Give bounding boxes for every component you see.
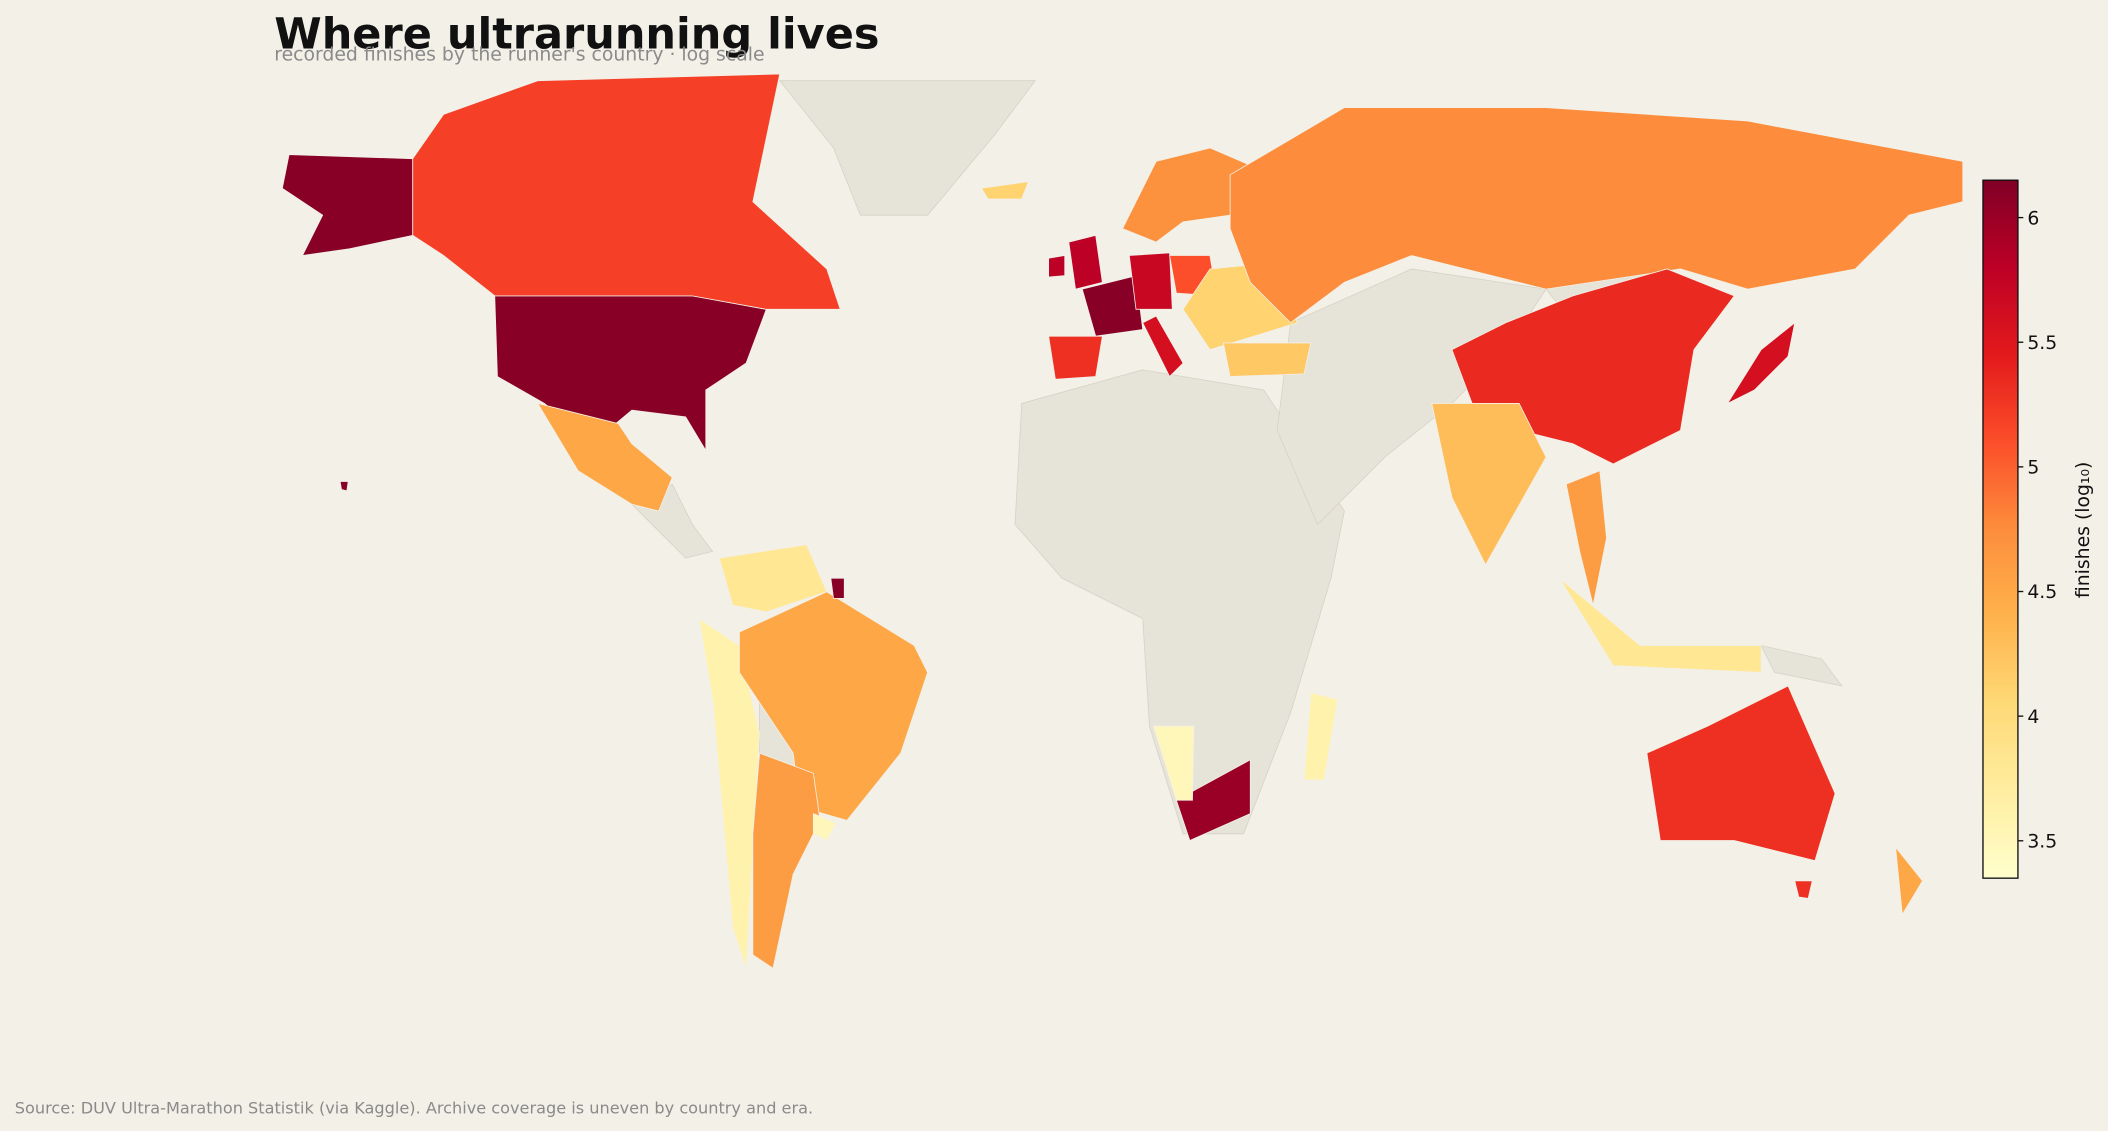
country bbox=[1229, 107, 1964, 324]
country bbox=[1048, 234, 1103, 290]
colorbar-tick-label: 5 bbox=[2027, 458, 2039, 479]
no-data-region bbox=[1014, 369, 1345, 835]
colorbar-tick-label: 4.5 bbox=[2027, 582, 2057, 603]
no-data-region bbox=[778, 80, 1036, 216]
country bbox=[1081, 275, 1144, 337]
colorbar-tick-label: 4 bbox=[2027, 707, 2039, 728]
country bbox=[536, 402, 673, 512]
map-layer bbox=[281, 73, 1964, 969]
country bbox=[1895, 845, 1923, 916]
colorbar: 3.5 4 4.5 5 5.5 6 bbox=[1982, 179, 2057, 879]
country bbox=[1646, 685, 1836, 899]
country bbox=[1142, 315, 1184, 378]
country bbox=[1048, 335, 1103, 380]
country bbox=[1152, 725, 1195, 801]
colorbar-tick-label: 6 bbox=[2027, 208, 2039, 229]
country bbox=[830, 577, 845, 599]
colorbar-tick-label: 5.5 bbox=[2027, 333, 2057, 354]
country bbox=[752, 752, 821, 969]
chart-subtitle: recorded finishes by the runner's countr… bbox=[274, 45, 764, 66]
no-data-region bbox=[1760, 644, 1843, 687]
country bbox=[1303, 692, 1339, 781]
colorbar-fill bbox=[1982, 179, 2019, 879]
country bbox=[1565, 470, 1607, 606]
source-note: Source: DUV Ultra-Marathon Statistik (vi… bbox=[15, 1099, 813, 1118]
colorbar-label: finishes (log₁₀) bbox=[2073, 462, 2094, 599]
country bbox=[412, 73, 841, 310]
country bbox=[1431, 403, 1547, 566]
country bbox=[1559, 577, 1762, 673]
country bbox=[718, 544, 828, 613]
country bbox=[1726, 321, 1796, 405]
colorbar-tick-label: 3.5 bbox=[2027, 832, 2057, 853]
country bbox=[980, 181, 1030, 200]
country bbox=[739, 591, 929, 821]
chart-title: Where ultrarunning lives bbox=[274, 9, 879, 59]
country bbox=[812, 813, 837, 842]
country bbox=[1175, 759, 1251, 842]
country bbox=[1222, 342, 1312, 377]
country bbox=[1128, 252, 1173, 310]
